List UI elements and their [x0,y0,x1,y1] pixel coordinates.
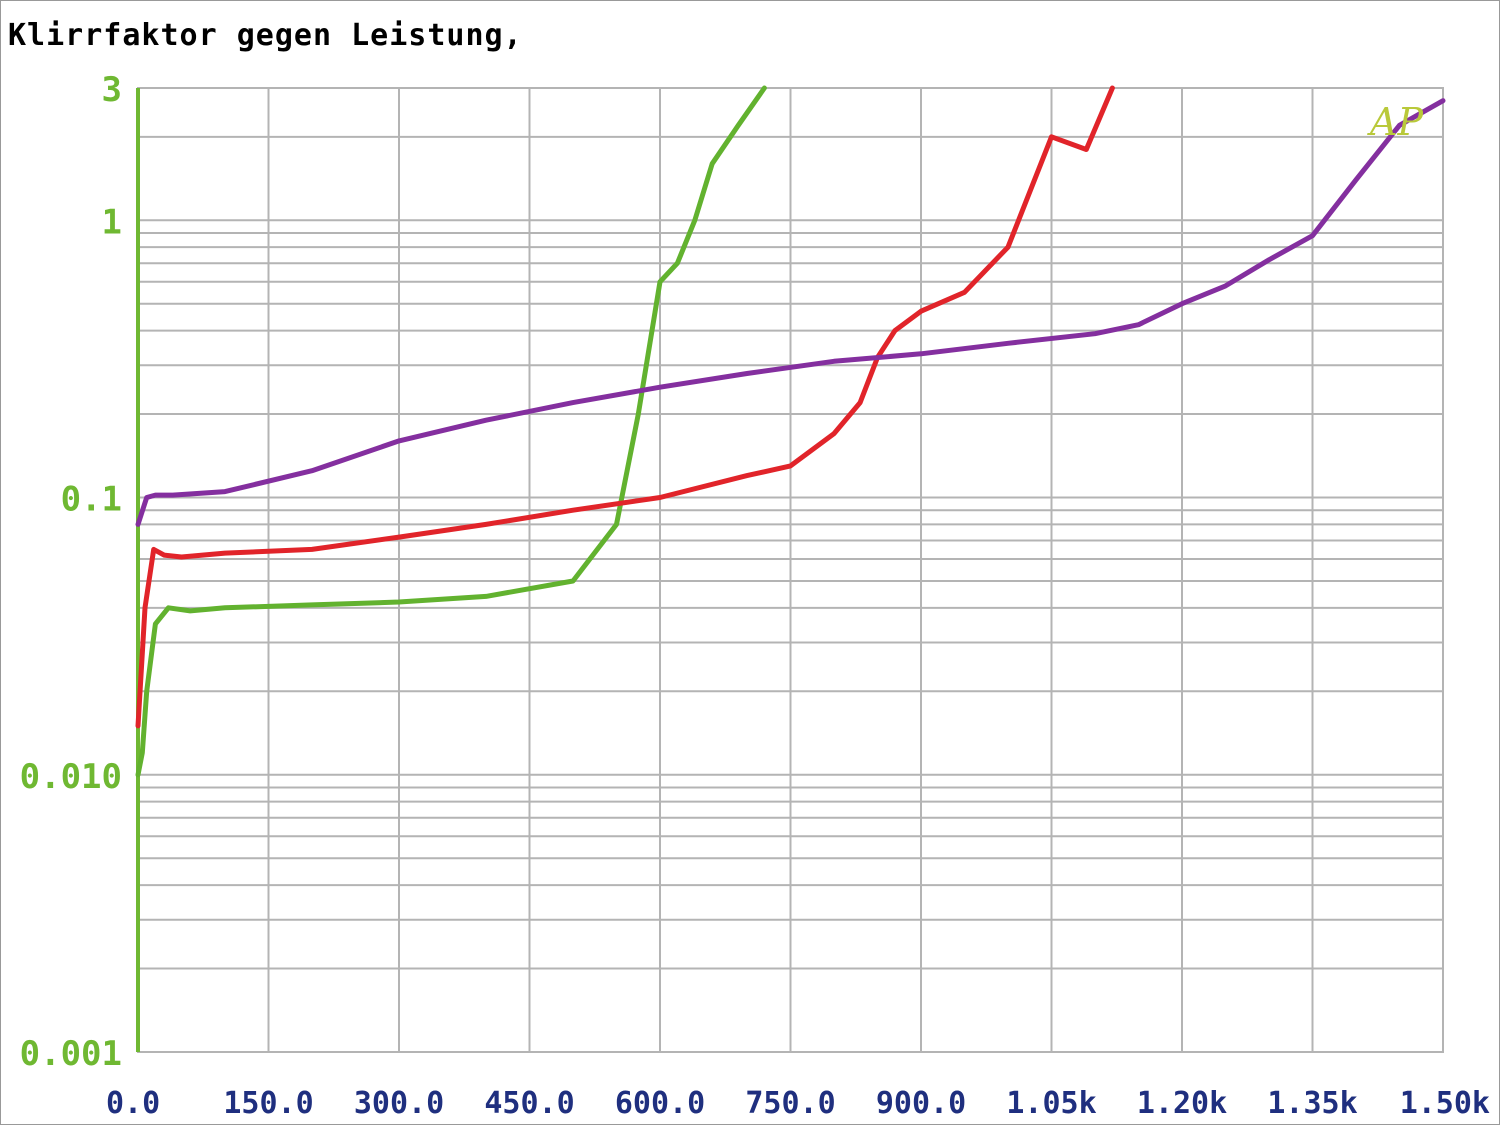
watermark-ap: AP [1367,100,1424,144]
x-tick-label: 1.35k [1267,1086,1357,1121]
y-tick-label: 1 [102,202,122,242]
grid [137,87,1444,1053]
series-line-3 [135,98,1446,527]
y-tick-labels: 3 1 0.1 0.010 0.001 [20,70,122,1074]
x-tick-label: 1.05k [1006,1086,1096,1121]
series-layer [135,85,1446,778]
series-line-2 [135,85,1115,729]
x-tick-label: 150.0 [223,1086,313,1121]
series-line-1 [135,85,767,778]
x-tick-label: 300.0 [354,1086,444,1121]
x-tick-label: 1.50k [1400,1086,1490,1121]
x-tick-label: 600.0 [615,1086,705,1121]
x-tick-label: 750.0 [745,1086,835,1121]
y-tick-label: 3 [102,70,122,110]
x-tick-labels: 0.0 150.0 300.0 450.0 600.0 750.0 900.0 1.05k 1.… [106,1086,1490,1121]
y-tick-label: 0.001 [20,1034,122,1074]
x-tick-label: 1.20k [1137,1086,1227,1121]
x-tick-label: 0.0 [106,1086,160,1121]
chart-title: Klirrfaktor gegen Leistung, [8,18,523,53]
y-tick-label: 0.1 [61,480,122,520]
y-tick-label: 0.010 [20,757,122,797]
x-tick-label: 900.0 [876,1086,966,1121]
x-tick-label: 450.0 [484,1086,574,1121]
